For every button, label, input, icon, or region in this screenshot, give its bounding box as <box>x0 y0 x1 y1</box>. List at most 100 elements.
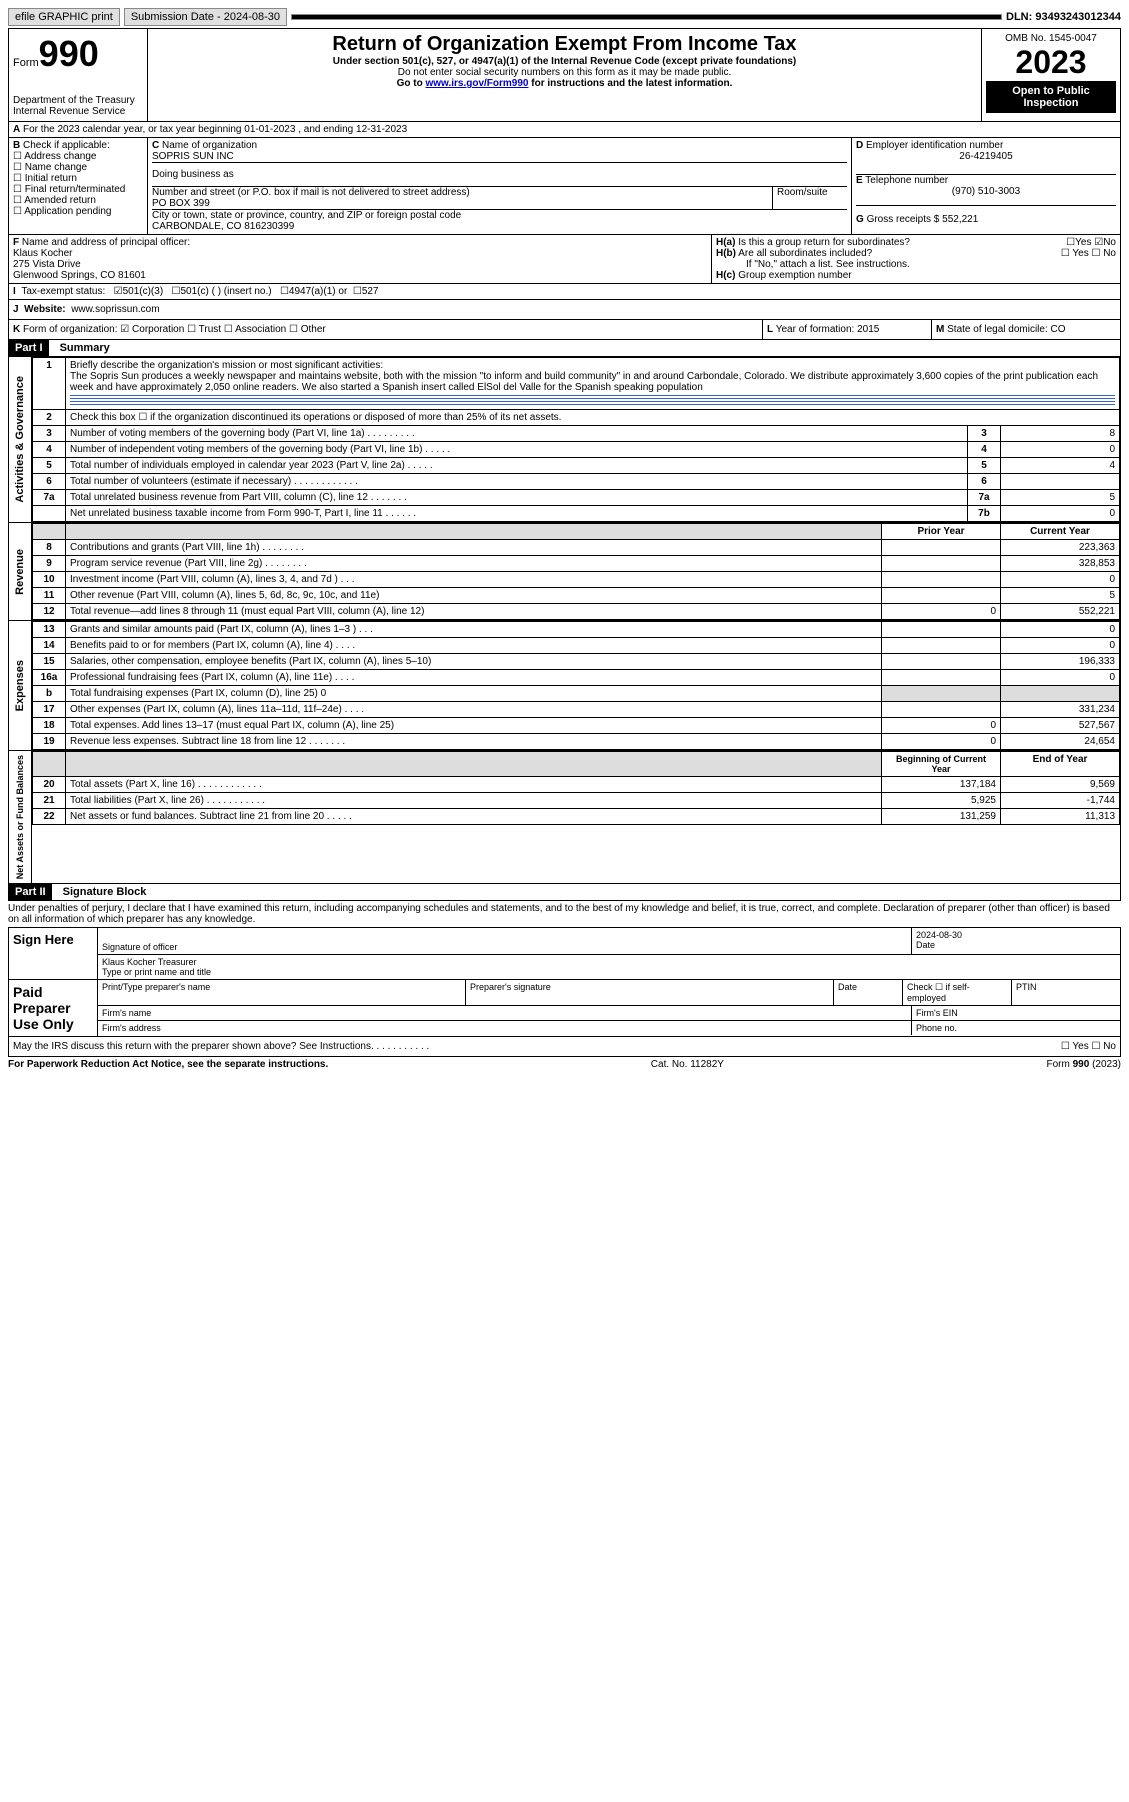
omb-label: OMB No. 1545-0047 <box>986 33 1116 44</box>
r7b-v: 0 <box>1001 506 1120 522</box>
r9-v: 328,853 <box>1001 556 1120 572</box>
r21-p: 5,925 <box>882 793 1001 809</box>
check-name[interactable]: ☐ Name change <box>13 162 87 173</box>
prep-name-label: Print/Type preparer's name <box>98 980 465 1006</box>
r12-p: 0 <box>882 604 1001 620</box>
org-assoc: Association <box>235 324 286 335</box>
part1-title: Summary <box>52 342 110 354</box>
r14-v: 0 <box>1001 638 1120 654</box>
org-name: SOPRIS SUN INC <box>152 151 234 162</box>
tax-year: 2023 <box>986 44 1116 81</box>
governance-section: Activities & Governance 1 Briefly descri… <box>8 357 1121 523</box>
r18-p: 0 <box>882 718 1001 734</box>
r11-p <box>882 588 1001 604</box>
r16a-n: 16a <box>33 670 66 686</box>
check-final[interactable]: ☐ Final return/terminated <box>13 184 125 195</box>
submission-button[interactable]: Submission Date - 2024-08-30 <box>124 8 287 26</box>
instructions-link[interactable]: www.irs.gov/Form990 <box>425 78 528 89</box>
r7a-n: 7a <box>33 490 66 506</box>
r12-n: 12 <box>33 604 66 620</box>
self-employed-label: Check ☐ if self-employed <box>902 980 1011 1006</box>
r18-t: Total expenses. Add lines 13–17 (must eq… <box>66 718 882 734</box>
r15-n: 15 <box>33 654 66 670</box>
year-formation: 2015 <box>857 324 879 335</box>
r22-t: Net assets or fund balances. Subtract li… <box>66 809 882 825</box>
r16a-p <box>882 670 1001 686</box>
addr-label: Number and street (or P.O. box if mail i… <box>152 187 470 198</box>
r17-t: Other expenses (Part IX, column (A), lin… <box>66 702 882 718</box>
paid-preparer-label: Paid Preparer Use Only <box>9 980 98 1036</box>
r3-n: 3 <box>33 426 66 442</box>
check-pending[interactable]: ☐ Application pending <box>13 206 112 217</box>
check-initial[interactable]: ☐ Initial return <box>13 173 77 184</box>
check-amended[interactable]: ☐ Amended return <box>13 195 96 206</box>
r15-t: Salaries, other compensation, employee b… <box>66 654 882 670</box>
r5-c: 5 <box>968 458 1001 474</box>
r3-t: Number of voting members of the governin… <box>66 426 968 442</box>
r16a-v: 0 <box>1001 670 1120 686</box>
goto-post: for instructions and the latest informat… <box>528 78 732 89</box>
paperwork-notice: For Paperwork Reduction Act Notice, see … <box>8 1059 328 1070</box>
prior-year-header: Prior Year <box>882 524 1001 540</box>
r21-v: -1,744 <box>1001 793 1120 809</box>
sig-type-label: Type or print name and title <box>102 967 211 977</box>
form-label: Form <box>13 57 39 69</box>
signature-block: Sign Here Signature of officer 2024-08-3… <box>8 927 1121 980</box>
r22-v: 11,313 <box>1001 809 1120 825</box>
website-label: Website: <box>24 304 66 315</box>
r20-v: 9,569 <box>1001 777 1120 793</box>
status-4947: 4947(a)(1) or <box>289 286 347 297</box>
r6-n: 6 <box>33 474 66 490</box>
r17-v: 331,234 <box>1001 702 1120 718</box>
efile-button[interactable]: efile GRAPHIC print <box>8 8 120 26</box>
hc-label: Group exemption number <box>738 270 851 281</box>
org-name-label: Name of organization <box>162 140 257 151</box>
discuss-answer: ☐ Yes ☐ No <box>1061 1041 1116 1052</box>
r12-v: 552,221 <box>1001 604 1120 620</box>
part2-title: Signature Block <box>55 886 147 898</box>
discuss-text: May the IRS discuss this return with the… <box>13 1041 429 1052</box>
form-title: Return of Organization Exempt From Incom… <box>152 33 977 56</box>
phone-label: Telephone number <box>865 175 948 186</box>
r5-t: Total number of individuals employed in … <box>66 458 968 474</box>
r12-t: Total revenue—add lines 8 through 11 (mu… <box>66 604 882 620</box>
tax-year-range: For the 2023 calendar year, or tax year … <box>23 124 407 135</box>
officer-addr1: 275 Vista Drive <box>13 259 81 270</box>
current-year-header: Current Year <box>1001 524 1120 540</box>
check-address[interactable]: ☐ Address change <box>13 151 96 162</box>
r20-t: Total assets (Part X, line 16) . . . . .… <box>66 777 882 793</box>
r19-p: 0 <box>882 734 1001 750</box>
status-501c3: 501(c)(3) <box>123 286 164 297</box>
r9-p <box>882 556 1001 572</box>
r7b-c: 7b <box>968 506 1001 522</box>
officer-label: Name and address of principal officer: <box>22 237 190 248</box>
r10-p <box>882 572 1001 588</box>
r8-t: Contributions and grants (Part VIII, lin… <box>66 540 882 556</box>
mission-label: Briefly describe the organization's miss… <box>70 360 383 371</box>
r21-n: 21 <box>33 793 66 809</box>
r17-n: 17 <box>33 702 66 718</box>
subtitle-2: Do not enter social security numbers on … <box>152 67 977 78</box>
expenses-section: Expenses 13Grants and similar amounts pa… <box>8 621 1121 751</box>
r14-t: Benefits paid to or for members (Part IX… <box>66 638 882 654</box>
check-label: Check if applicable: <box>23 140 110 151</box>
r9-t: Program service revenue (Part VIII, line… <box>66 556 882 572</box>
subtitle-1: Under section 501(c), 527, or 4947(a)(1)… <box>152 56 977 67</box>
r22-p: 131,259 <box>882 809 1001 825</box>
status-527: 527 <box>362 286 379 297</box>
sig-name: Klaus Kocher Treasurer <box>102 957 197 967</box>
r18-n: 18 <box>33 718 66 734</box>
line2-text: Check this box ☐ if the organization dis… <box>66 410 1120 426</box>
r6-c: 6 <box>968 474 1001 490</box>
r8-n: 8 <box>33 540 66 556</box>
topbar: efile GRAPHIC print Submission Date - 20… <box>8 8 1121 26</box>
perjury-text: Under penalties of perjury, I declare th… <box>8 901 1121 927</box>
domicile-label: State of legal domicile: <box>947 324 1048 335</box>
city-label: City or town, state or province, country… <box>152 210 461 221</box>
spacer <box>291 14 1002 20</box>
year-formation-label: Year of formation: <box>776 324 855 335</box>
r13-p <box>882 622 1001 638</box>
r13-n: 13 <box>33 622 66 638</box>
end-year-header: End of Year <box>1001 752 1120 777</box>
prep-sig-label: Preparer's signature <box>465 980 833 1006</box>
